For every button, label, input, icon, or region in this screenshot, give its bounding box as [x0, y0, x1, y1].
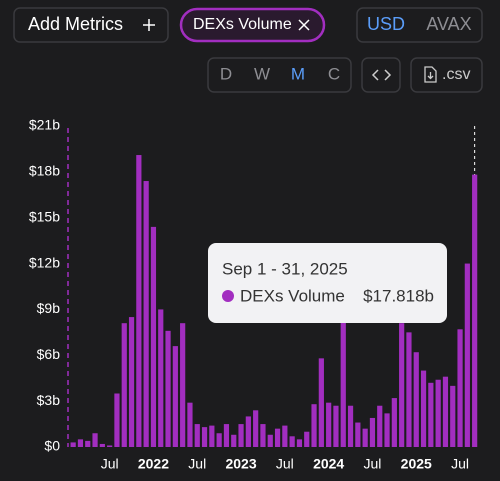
bar: [201, 427, 208, 447]
bar: [384, 413, 390, 447]
x-tick-label: Jul: [363, 456, 381, 472]
plus-icon: [143, 19, 155, 31]
bar: [143, 181, 149, 447]
bar: [85, 440, 91, 447]
bar: [311, 404, 317, 447]
bar: [128, 317, 135, 447]
bar: [216, 433, 222, 447]
bar: [245, 416, 251, 447]
x-tick-label: Jul: [188, 456, 206, 472]
y-tick-label: $12b: [29, 254, 60, 270]
bar: [158, 309, 164, 447]
x-tick-label: 2022: [138, 456, 169, 472]
bar: [399, 323, 405, 447]
bar: [194, 424, 200, 447]
y-tick-label: $3b: [37, 392, 61, 408]
tooltip-swatch: [222, 290, 234, 302]
bar: [420, 370, 427, 447]
add-metrics-button[interactable]: Add Metrics: [13, 7, 169, 43]
tooltip-series: DEXs Volume: [240, 286, 345, 305]
bar: [296, 439, 303, 447]
bar: [377, 405, 383, 447]
bar: [274, 428, 281, 447]
bar: [340, 320, 346, 447]
bar: [136, 155, 142, 448]
x-tick-label: 2023: [225, 456, 256, 472]
bar: [450, 385, 456, 447]
y-tick-label: $15b: [29, 208, 60, 224]
tooltip-box: [208, 243, 447, 323]
interval-option[interactable]: C: [328, 64, 340, 83]
tooltip-value: $17.818b: [363, 286, 434, 305]
bar: [121, 323, 127, 447]
bar: [347, 405, 354, 447]
interval-toggle: [207, 57, 352, 93]
bar: [172, 346, 178, 447]
bar: [289, 436, 295, 447]
csv-label: .csv: [442, 66, 470, 83]
bar: [442, 376, 449, 447]
bar: [92, 433, 98, 447]
bar: [253, 410, 259, 447]
y-tick-label: $18b: [29, 163, 60, 179]
currency-toggle: [356, 7, 483, 43]
bar: [435, 379, 441, 447]
bar: [282, 425, 288, 447]
metric-chip-label: DEXs Volume: [193, 16, 292, 33]
bar: [238, 424, 244, 447]
bar: [318, 358, 324, 447]
bar: [457, 329, 463, 447]
bar: [187, 402, 193, 447]
bar: [362, 428, 368, 447]
bar: [267, 434, 273, 447]
bar: [355, 422, 361, 447]
x-tick-label: 2024: [313, 456, 344, 472]
x-tick-label: Jul: [276, 456, 294, 472]
bar: [304, 431, 310, 447]
x-tick-label: Jul: [451, 456, 469, 472]
y-tick-label: $21b: [29, 117, 60, 133]
bar: [165, 330, 171, 447]
bar: [326, 402, 332, 447]
bar: [391, 398, 397, 447]
close-icon: [298, 19, 310, 31]
bar: [333, 405, 339, 447]
bar: [472, 174, 478, 447]
bar: [107, 445, 113, 447]
bar: [231, 434, 237, 447]
bar: [70, 442, 76, 447]
currency-option[interactable]: AVAX: [426, 14, 471, 34]
bar: [369, 417, 376, 447]
bar: [413, 352, 419, 447]
y-tick-label: $0: [44, 438, 60, 454]
bar: [180, 323, 186, 447]
metric-chip[interactable]: DEXs Volume: [179, 7, 326, 43]
csv-button[interactable]: .csv: [410, 57, 483, 93]
embed-button[interactable]: [361, 57, 401, 93]
bar: [114, 393, 120, 447]
bar: [209, 425, 215, 447]
bar: [99, 443, 105, 447]
bar: [464, 263, 470, 447]
interval-option[interactable]: D: [220, 64, 232, 83]
bar: [77, 439, 84, 447]
bar: [428, 382, 434, 447]
y-tick-label: $9b: [37, 300, 61, 316]
tooltip-title: Sep 1 - 31, 2025: [222, 259, 348, 278]
interval-option[interactable]: W: [254, 64, 270, 83]
bar: [406, 332, 412, 447]
add-metrics-label: Add Metrics: [28, 14, 123, 34]
bar: [150, 226, 157, 447]
y-tick-label: $6b: [37, 346, 61, 362]
currency-option[interactable]: USD: [367, 14, 405, 34]
bar: [223, 424, 230, 447]
bar: [260, 424, 266, 447]
x-tick-label: 2025: [401, 456, 432, 472]
x-tick-label: Jul: [101, 456, 119, 472]
interval-option[interactable]: M: [291, 64, 305, 83]
tooltip: Sep 1 - 31, 2025 DEXs Volume $17.818b: [208, 243, 447, 323]
